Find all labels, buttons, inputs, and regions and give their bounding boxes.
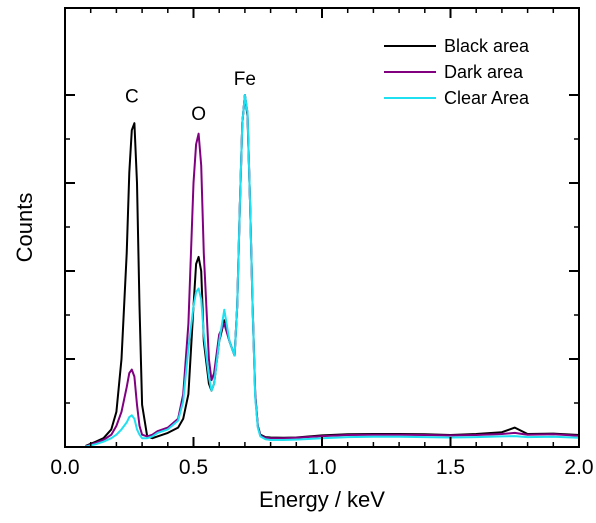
x-tick-label: 1.0 <box>307 456 336 479</box>
legend-label: Dark area <box>444 62 524 82</box>
x-tick-label: 0.0 <box>50 456 79 479</box>
peak-label: C <box>125 87 139 108</box>
peak-label: O <box>191 104 206 125</box>
axis-ticks <box>64 8 580 448</box>
x-tick-labels: 0.0 0.5 1.0 1.5 2.0 <box>50 456 593 479</box>
x-axis-title: Energy / keV <box>259 487 385 512</box>
series-line-3 <box>85 94 580 448</box>
y-axis-title: Counts <box>12 193 37 263</box>
series-line-1 <box>85 94 580 447</box>
legend-label: Black area <box>444 36 530 56</box>
series-line-2 <box>85 94 580 448</box>
x-tick-label: 1.5 <box>436 456 465 479</box>
series-layer <box>85 94 580 448</box>
x-tick-label: 2.0 <box>564 456 593 479</box>
peak-annotations: C O Fe <box>125 69 256 125</box>
x-tick-label: 0.5 <box>179 456 208 479</box>
legend: Black area Dark area Clear Area <box>384 36 530 108</box>
peak-label: Fe <box>234 69 256 90</box>
legend-label: Clear Area <box>444 88 530 108</box>
